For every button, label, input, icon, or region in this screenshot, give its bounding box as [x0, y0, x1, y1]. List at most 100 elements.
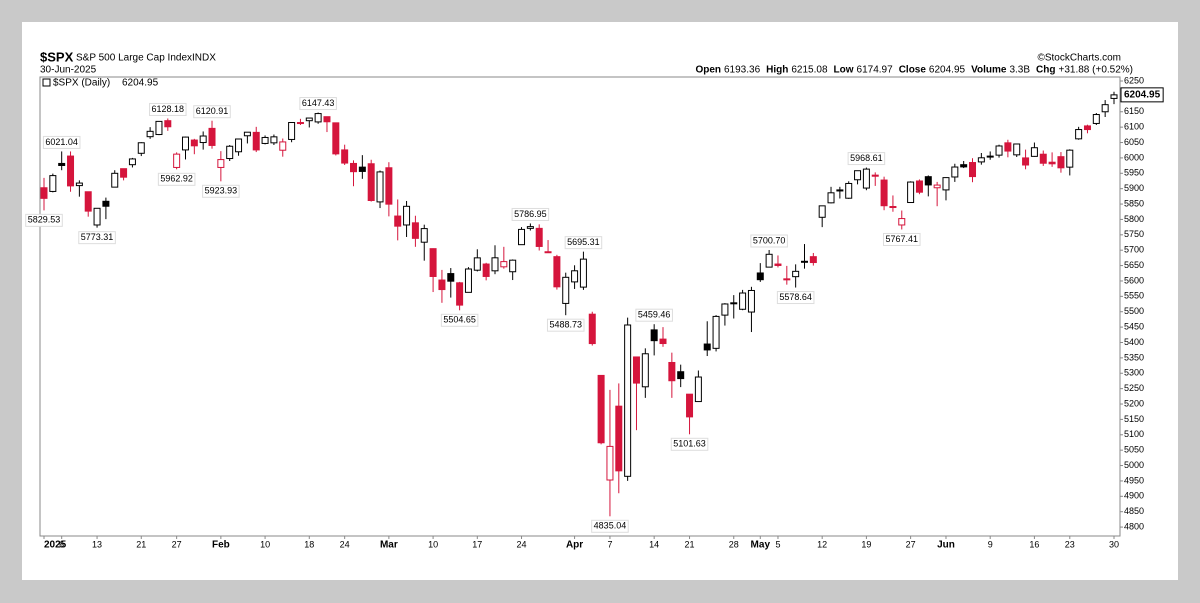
candle-body: [464, 268, 472, 293]
stat-value: 6204.95: [929, 65, 966, 76]
candle-body: [217, 159, 225, 168]
candle-body: [579, 258, 587, 288]
legend-icon: [42, 78, 51, 87]
candle-body: [49, 175, 57, 192]
price-annotation: 5695.31: [567, 237, 600, 247]
candle-body: [606, 445, 614, 481]
candle-body: [181, 136, 189, 151]
price-annotation: 5504.65: [443, 315, 476, 325]
candle-body: [518, 228, 526, 246]
price-annotation: 5968.61: [850, 153, 883, 163]
price-annotation: 5459.46: [638, 310, 671, 320]
candle-body: [491, 257, 499, 272]
candle-body: [854, 170, 862, 181]
candle-body: [261, 136, 269, 144]
candle-body: [350, 162, 358, 173]
x-tick-label: 21: [685, 539, 695, 549]
y-tick-label: 6000: [1124, 152, 1144, 162]
candle-body: [341, 149, 349, 164]
y-tick-label: 4800: [1124, 521, 1144, 531]
y-tick-label: 5150: [1124, 414, 1144, 424]
y-tick-label: 5300: [1124, 368, 1144, 378]
y-tick-label: 5650: [1124, 260, 1144, 270]
candle-body: [1022, 157, 1030, 166]
annotation-box: [546, 318, 585, 332]
candle-body: [924, 176, 932, 186]
annotation-box: [440, 313, 479, 327]
x-tick-label: Feb: [212, 540, 230, 551]
candle-body: [420, 228, 428, 243]
annotation-box: [193, 105, 231, 119]
candle-body: [624, 324, 632, 477]
candle-body: [1057, 156, 1065, 169]
price-annotation: 6021.04: [45, 137, 78, 147]
candle-body: [739, 292, 747, 310]
x-tick-label: 12: [817, 539, 827, 549]
annotation-box: [776, 291, 815, 305]
candle-body: [243, 131, 251, 137]
candle-body: [933, 184, 941, 189]
price-annotation: 6128.18: [152, 104, 185, 114]
candle-body: [597, 374, 605, 444]
x-tick-label: 10: [428, 539, 438, 549]
candle-body: [615, 405, 623, 472]
y-tick-label: 5800: [1124, 214, 1144, 224]
x-tick-label: 5: [775, 539, 780, 549]
candle-body: [571, 270, 579, 283]
candle-body: [67, 155, 75, 187]
x-tick-label: 27: [906, 539, 916, 549]
annotation-box: [564, 236, 603, 250]
stat-value: +31.88 (+0.52%): [1059, 65, 1134, 76]
stats: Open 6193.36 High 6215.08 Low 6174.97 Close 620…: [695, 65, 1133, 76]
candle-body: [279, 141, 287, 151]
candle-body: [1092, 114, 1100, 124]
annotation-box: [202, 184, 240, 198]
price-annotation: 5962.92: [160, 174, 193, 184]
candle-body: [650, 329, 658, 342]
stat-value: 6215.08: [791, 65, 828, 76]
candle-body: [288, 122, 296, 140]
price-annotation: 5773.31: [81, 232, 114, 242]
candle-body: [173, 153, 181, 168]
x-tick-label: 18: [304, 539, 314, 549]
candle-body: [314, 113, 322, 123]
x-tick-label: 9: [988, 539, 993, 549]
candle-body: [1083, 125, 1091, 131]
candle-body: [40, 187, 48, 199]
x-tick-label: 23: [1065, 539, 1075, 549]
stat-value: 6193.36: [724, 65, 761, 76]
x-tick-label: 27: [172, 539, 182, 549]
candle-body: [836, 189, 844, 192]
annotation-box: [78, 231, 116, 245]
x-tick-label: 24: [517, 539, 527, 549]
candle-body: [190, 139, 198, 147]
candle-body: [889, 206, 897, 209]
annotation-box: [750, 234, 788, 248]
candle-body: [1066, 149, 1074, 168]
stat-value: 3.3B: [1009, 65, 1030, 76]
candle-body: [367, 163, 375, 201]
stat-label: Open: [695, 65, 721, 76]
x-tick-label: 21: [136, 539, 146, 549]
candle-body: [323, 116, 331, 123]
candle-body: [1013, 143, 1021, 156]
candle-body: [394, 215, 402, 227]
x-tick-label: 16: [1029, 539, 1039, 549]
last-price: 6204.95: [1124, 89, 1161, 100]
x-tick-label: Apr: [566, 540, 583, 551]
candle-body: [1110, 94, 1118, 99]
x-tick-label: 13: [92, 539, 102, 549]
candle-body: [403, 205, 411, 226]
x-tick-label: Jun: [937, 540, 955, 551]
y-tick-label: 4950: [1124, 475, 1144, 485]
candle-body: [677, 371, 685, 380]
candle-body: [756, 272, 764, 281]
y-tick-label: 5450: [1124, 321, 1144, 331]
plot-frame: [39, 76, 1121, 537]
candle-body: [632, 356, 640, 384]
price-annotation: 5829.53: [28, 215, 61, 225]
candle-body: [977, 157, 985, 163]
candle-body: [792, 270, 800, 278]
x-tick-label: Mar: [380, 540, 398, 551]
y-tick-label: 5700: [1124, 245, 1144, 255]
